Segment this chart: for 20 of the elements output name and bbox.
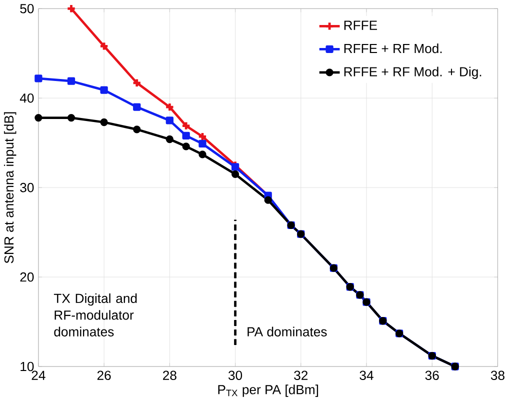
legend-label: RFFE + RF Mod. + Dig. — [344, 66, 482, 80]
x-tick-label: 36 — [425, 370, 439, 380]
y-tick-label: 40 — [20, 94, 34, 103]
x-tick-label: 32 — [294, 370, 308, 380]
x-tick-label: 38 — [490, 370, 504, 380]
legend-label: RFFE + RF Mod. — [344, 44, 442, 54]
y-tick-label: 30 — [20, 183, 34, 192]
annotation: PA dominates — [248, 326, 327, 337]
x-tick-label: 28 — [163, 370, 176, 380]
annotation: TX Digital and RF-modulator dominates — [54, 293, 137, 337]
x-axis-title: P$_{TX}$ per PA [dBm] — [218, 384, 318, 397]
x-tick-label: 26 — [97, 370, 111, 380]
y-tick-label: 50 — [20, 4, 34, 14]
legend-label: RFFE — [344, 20, 377, 30]
x-tick-label: 30 — [228, 370, 242, 380]
x-tick-label: 24 — [32, 370, 46, 380]
y-axis-title: SNR at antenna input [dB] — [4, 112, 16, 264]
y-tick-label: 20 — [20, 272, 34, 282]
y-tick-label: 10 — [20, 362, 34, 372]
x-tick-label: 34 — [360, 370, 374, 380]
